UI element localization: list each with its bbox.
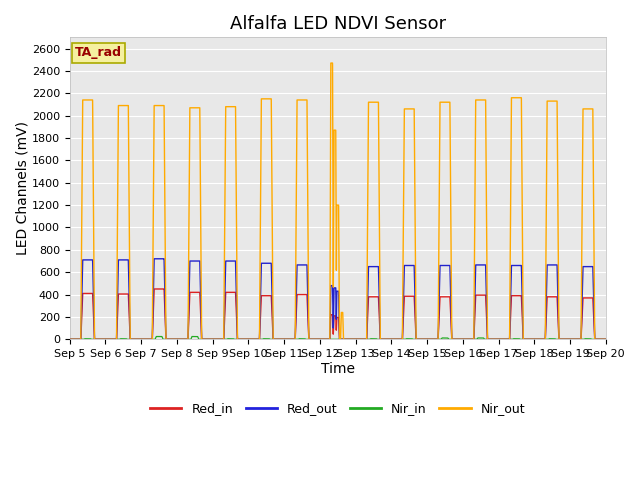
Y-axis label: LED Channels (mV): LED Channels (mV) — [15, 121, 29, 255]
Title: Alfalfa LED NDVI Sensor: Alfalfa LED NDVI Sensor — [230, 15, 446, 33]
Legend: Red_in, Red_out, Nir_in, Nir_out: Red_in, Red_out, Nir_in, Nir_out — [145, 397, 530, 420]
X-axis label: Time: Time — [321, 362, 355, 376]
Text: TA_rad: TA_rad — [75, 47, 122, 60]
